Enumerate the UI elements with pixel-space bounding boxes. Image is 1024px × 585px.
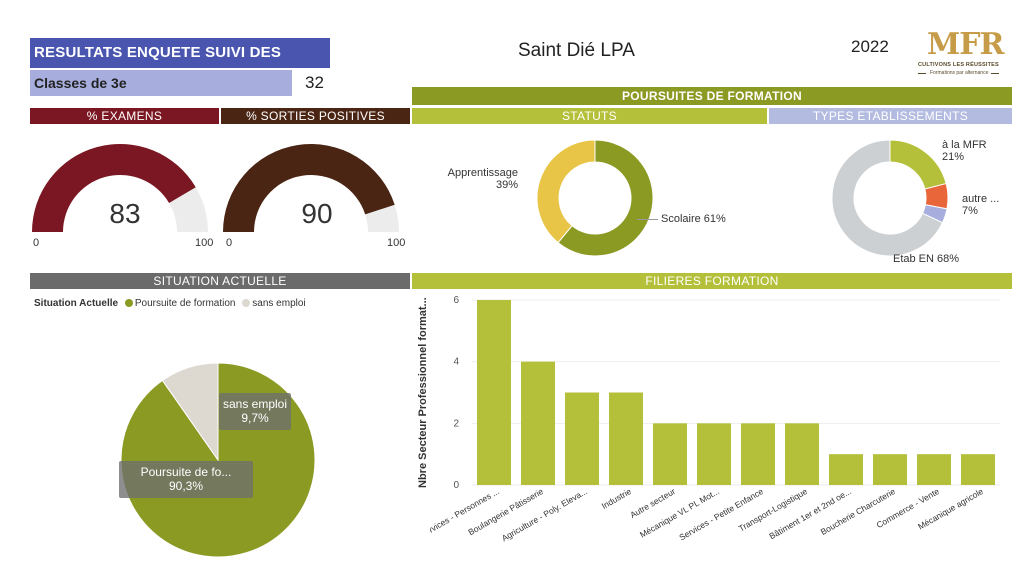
pie-tooltip-sans-emploi: sans emploi 9,7% xyxy=(219,393,291,430)
bar-x-label-6: Services - Petite Enfance xyxy=(677,486,765,543)
bar-9[interactable] xyxy=(873,454,907,485)
statuts-apprentissage-pct: 39% xyxy=(495,179,518,191)
statuts-apprentissage-name: Apprentissage xyxy=(447,167,518,179)
bar-x-label-1: Boulangerie Pâtisserie xyxy=(466,486,545,537)
bar-3[interactable] xyxy=(609,392,643,486)
bar-x-label-0: Services - Personnes ... xyxy=(430,486,501,540)
donut-types xyxy=(831,139,949,257)
gauge-examens-min: 0 xyxy=(33,237,40,249)
situation-legend: Situation Actuelle Poursuite de formatio… xyxy=(34,298,306,309)
legend-dot-sans-emploi xyxy=(242,299,251,307)
bar-y-tick-1: 2 xyxy=(453,418,459,429)
bar-y-axis-title: Nbre Secteur Professionnel format... xyxy=(417,297,429,488)
report-title: RESULTATS ENQUETE SUIVI DES ANCIENS xyxy=(30,38,330,94)
pie-situation xyxy=(120,362,316,558)
situation-slice-1[interactable] xyxy=(161,362,219,462)
bar-1[interactable] xyxy=(521,361,555,485)
header-poursuites: POURSUITES DE FORMATION xyxy=(412,87,1012,105)
gauge-sorties xyxy=(223,144,399,232)
legend-dot-poursuite xyxy=(124,299,133,307)
gauge-sorties-max: 100 xyxy=(387,237,406,249)
gauge-sorties-value-arc xyxy=(223,144,395,232)
gauge-examens-value-arc xyxy=(32,144,196,232)
bar-5[interactable] xyxy=(697,423,731,485)
gauge-examens xyxy=(32,144,208,232)
bar-y-tick-3: 6 xyxy=(453,295,459,306)
gauge-sorties-min: 0 xyxy=(226,237,233,249)
tooltip-poursuite-pct: 90,3% xyxy=(168,479,204,493)
year: 2022 xyxy=(851,37,889,56)
legend-sans-emploi[interactable]: sans emploi xyxy=(252,298,306,309)
header-situation: SITUATION ACTUELLE xyxy=(30,273,410,289)
statuts-slice-1[interactable] xyxy=(536,139,596,244)
bar-y-tick-2: 4 xyxy=(453,357,459,368)
gauge-examens-value: 83 xyxy=(109,198,141,229)
pie-tooltip-poursuite: Poursuite de fo... 90,3% xyxy=(119,461,253,498)
types-mfr-name: à la MFR xyxy=(942,139,987,151)
header-sorties: % SORTIES POSITIVES xyxy=(221,108,410,124)
logo-tagline: Formations par alternance xyxy=(930,70,989,76)
types-autre-pct: 7% xyxy=(962,205,978,217)
bar-4[interactable] xyxy=(653,423,687,485)
tooltip-poursuite-name: Poursuite de fo... xyxy=(140,465,232,479)
header-filieres: FILIERES FORMATION xyxy=(412,273,1012,289)
class-label: Classes de 3e xyxy=(30,70,292,96)
types-slice-0[interactable] xyxy=(889,139,947,190)
class-count: 32 xyxy=(305,73,324,92)
statuts-apprentissage-label: Apprentissage 39% xyxy=(446,167,518,191)
bar-2[interactable] xyxy=(565,392,599,486)
tooltip-sans-emploi-name: sans emploi xyxy=(222,397,288,411)
bar-0[interactable] xyxy=(477,300,511,485)
gauge-examens-max: 100 xyxy=(195,237,214,249)
types-autre-label: autre ... 7% xyxy=(962,193,999,217)
types-mfr-pct: 21% xyxy=(942,151,965,163)
header-examens: % EXAMENS xyxy=(30,108,219,124)
bar-10[interactable] xyxy=(917,454,951,485)
header-statuts: STATUTS xyxy=(412,108,767,124)
logo-rule-left xyxy=(918,73,926,74)
bar-8[interactable] xyxy=(829,454,863,485)
bar-x-label-3: Industrie xyxy=(600,486,633,511)
bar-6[interactable] xyxy=(741,423,775,485)
bar-chart-filieres: 0 2 4 6 Services - Personnes ...Boulangerie … xyxy=(430,295,1000,543)
types-slice-3[interactable] xyxy=(831,139,944,257)
bar-y-tick-0: 0 xyxy=(453,480,459,491)
statuts-slice-0[interactable] xyxy=(557,139,654,257)
mfr-logo: MFR xyxy=(927,27,1004,62)
types-mfr-label: à la MFR 21% xyxy=(942,139,987,163)
bar-x-label-9: Boucherie Charcuterie xyxy=(819,486,897,537)
bar-11[interactable] xyxy=(961,454,995,485)
bar-x-label-8: Bâtiment 1er et 2nd oe... xyxy=(767,486,853,541)
bar-7[interactable] xyxy=(785,423,819,485)
statuts-scolaire-label: Scolaire 61% xyxy=(661,213,726,225)
tooltip-sans-emploi-pct: 9,7% xyxy=(241,411,269,425)
statuts-scolaire-leader xyxy=(637,219,658,220)
header-types: TYPES ETABLISSEMENTS xyxy=(769,108,1012,124)
logo-slogan: CULTIVONS LES RÉUSSITES xyxy=(918,62,999,68)
legend-poursuite[interactable]: Poursuite de formation xyxy=(134,298,236,309)
donut-statuts xyxy=(536,139,654,257)
situation-legend-title: Situation Actuelle xyxy=(34,298,119,309)
logo-rule-right xyxy=(991,73,999,74)
site-name: Saint Dié LPA xyxy=(518,40,635,61)
gauge-sorties-value: 90 xyxy=(301,198,333,229)
types-etab-label: Etab EN 68% xyxy=(893,253,960,265)
types-autre-name: autre ... xyxy=(962,193,1000,205)
